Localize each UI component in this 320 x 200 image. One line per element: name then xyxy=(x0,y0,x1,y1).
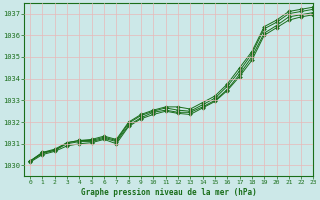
X-axis label: Graphe pression niveau de la mer (hPa): Graphe pression niveau de la mer (hPa) xyxy=(81,188,257,197)
